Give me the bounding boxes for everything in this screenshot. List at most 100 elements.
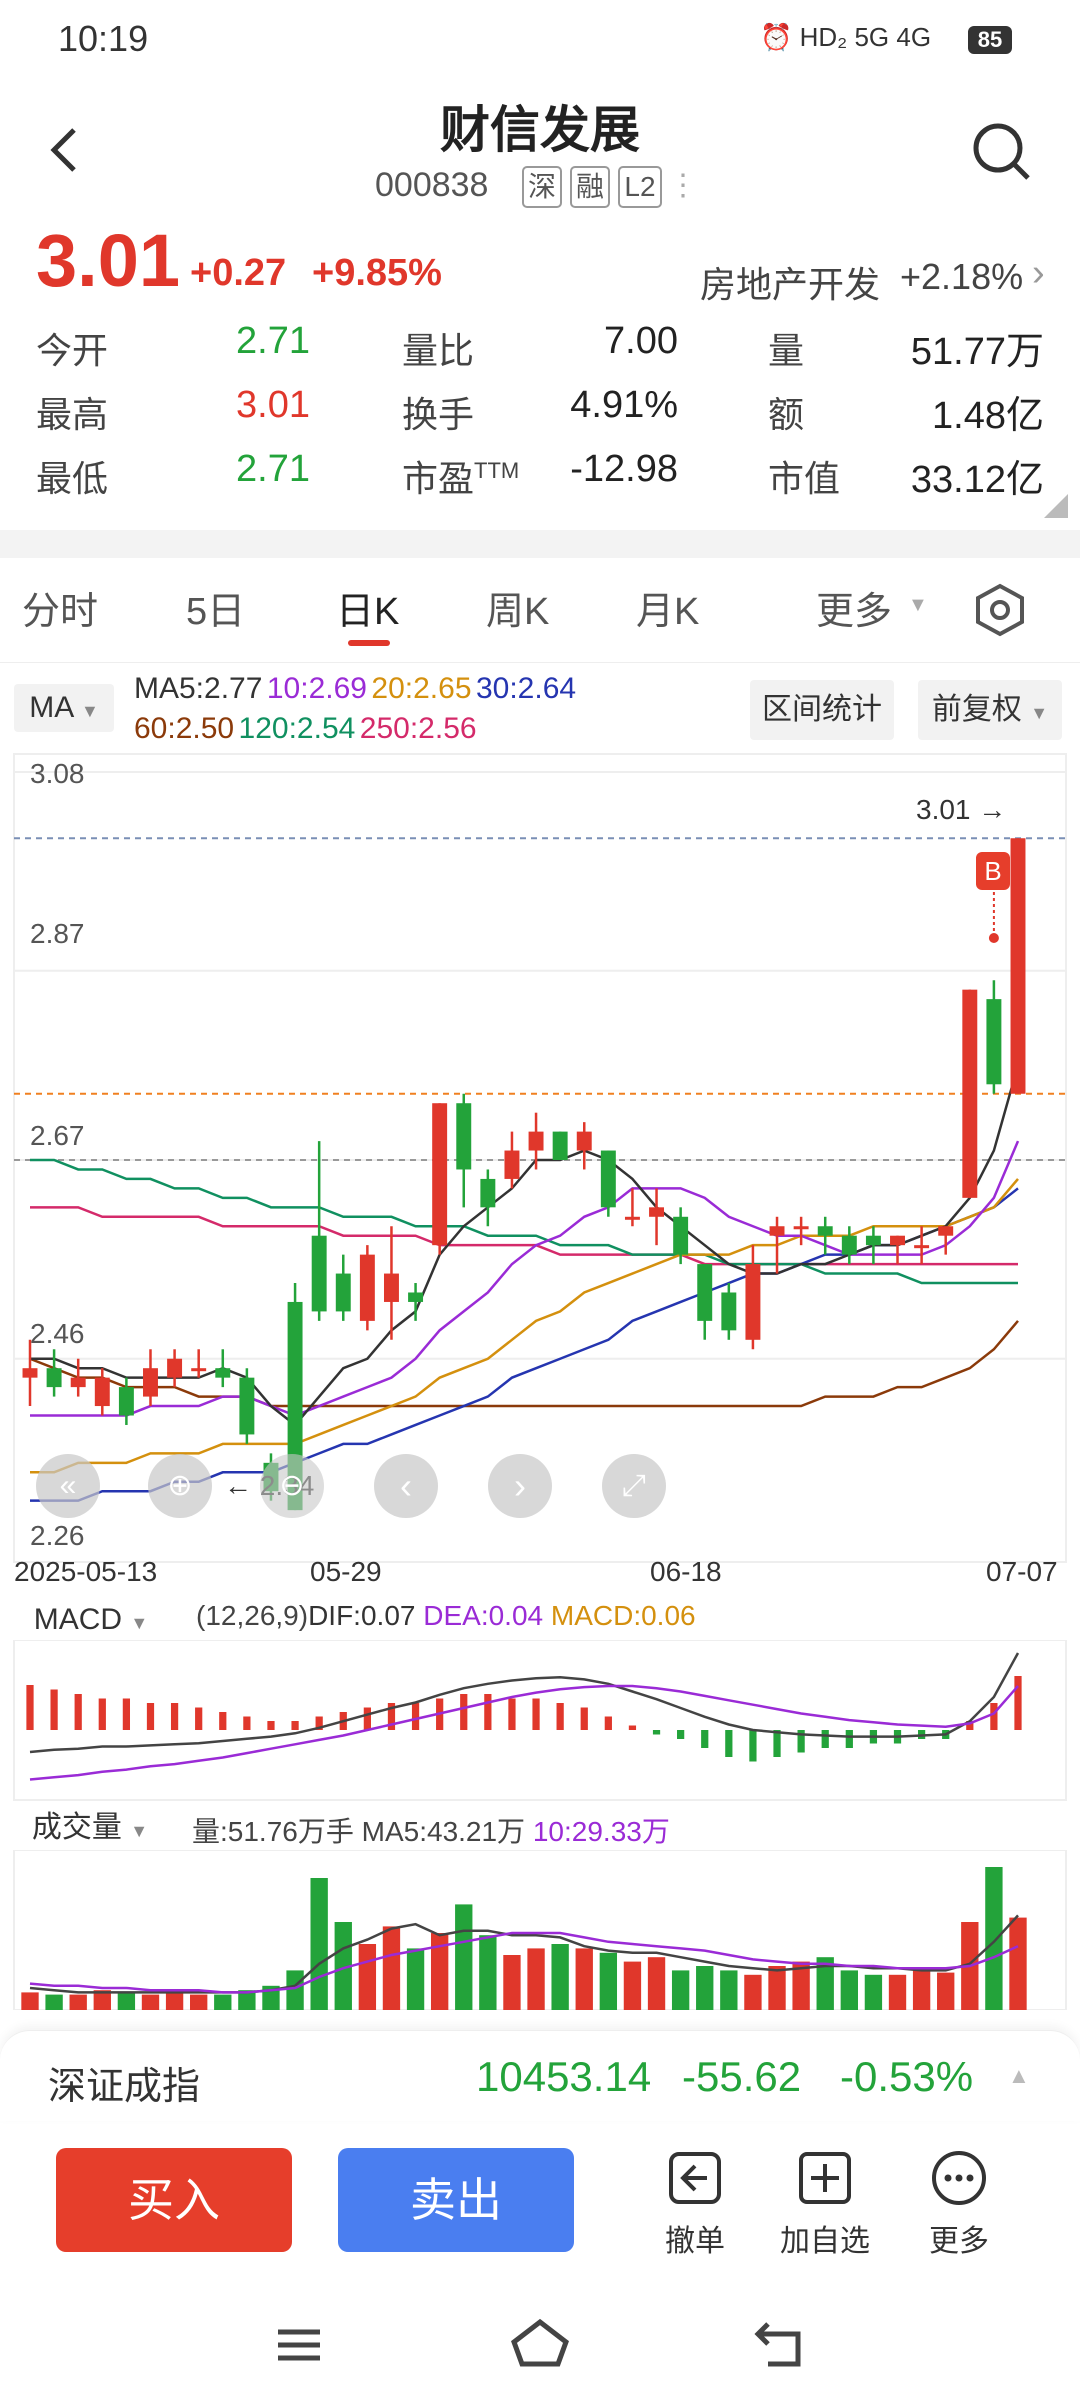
buy-signal-badge[interactable]: B <box>976 852 1010 890</box>
value-open: 2.71 <box>236 320 310 362</box>
value-amount: 1.48亿 <box>932 395 1044 437</box>
chart-frame <box>13 753 1067 1563</box>
zoom-in-icon[interactable]: ⊕ <box>148 1454 212 1518</box>
ma5-label: MA5:2.77 <box>134 672 263 705</box>
scroll-right-icon[interactable]: › <box>488 1454 552 1518</box>
candle-body <box>649 1207 665 1217</box>
tab-more[interactable]: 更多 <box>816 591 893 633</box>
macd-bar <box>387 1703 396 1730</box>
value-volume: 51.77万 <box>910 331 1044 373</box>
tab-divider <box>0 662 1080 663</box>
sell-button[interactable]: 卖出 <box>338 2148 574 2252</box>
settings-hexagon-icon[interactable] <box>972 582 1028 638</box>
tab-weekly-k[interactable]: 周K <box>486 591 550 633</box>
scroll-left-icon[interactable]: ‹ <box>374 1454 438 1518</box>
x-tick-label: 06-18 <box>650 1556 722 1587</box>
back-button[interactable] <box>40 120 90 180</box>
candle-body <box>480 1178 496 1208</box>
buy-button[interactable]: 买入 <box>56 2148 292 2252</box>
volume-bar <box>165 1992 184 2010</box>
more-actions-button[interactable]: 更多 <box>904 2148 1014 2260</box>
ma120-line <box>30 1158 1018 1285</box>
range-stats-button[interactable]: 区间统计 <box>750 680 894 740</box>
candle-body <box>576 1131 592 1151</box>
macd-bar <box>146 1703 155 1730</box>
volume-bar <box>141 1994 160 2010</box>
macd-bar <box>749 1730 757 1762</box>
macd-bar <box>411 1703 420 1730</box>
macd-bar <box>845 1730 853 1748</box>
x-tick-label: 05-29 <box>310 1556 382 1587</box>
volume-bar <box>214 1994 232 2010</box>
jump-start-icon[interactable]: « <box>36 1454 100 1518</box>
volume-bar <box>768 1966 786 2010</box>
volume-bar <box>406 1948 425 2010</box>
volume-chart <box>13 1850 1067 2010</box>
macd-bar <box>821 1730 829 1748</box>
macd-bar <box>1014 1676 1022 1730</box>
tab-intraday[interactable]: 分时 <box>22 591 99 633</box>
sector-link[interactable]: 房地产开发 +2.18% › <box>700 252 1060 305</box>
volume-bar <box>623 1961 642 2010</box>
value-pe-ttm: -12.98 <box>570 448 678 490</box>
caret-down-icon: ▼ <box>80 701 99 721</box>
zoom-out-icon[interactable]: ⊖ <box>260 1454 324 1518</box>
volume-bar <box>238 1990 256 2010</box>
more-dots-icon[interactable]: ⋮ <box>668 169 698 202</box>
ma10-label: 10:2.69 <box>266 672 367 705</box>
index-name: 深证成指 <box>48 2066 201 2108</box>
tab-5day[interactable]: 5日 <box>186 591 246 633</box>
expand-corner-icon[interactable] <box>1044 494 1068 518</box>
macd-bar <box>98 1698 106 1730</box>
label-market-cap: 市值 <box>768 458 841 499</box>
tab-monthly-k[interactable]: 月K <box>636 591 700 633</box>
volume-selector[interactable]: 成交量 ▼ <box>14 1804 166 1852</box>
cancel-order-label: 撤单 <box>665 2225 725 2258</box>
volume-bar <box>1009 1917 1027 2010</box>
macd-bar <box>628 1725 637 1730</box>
macd-selector[interactable]: MACD ▼ <box>14 1596 168 1644</box>
index-ticker-bar[interactable]: 深证成指 10453.14 -55.62 -0.53% ▲ <box>0 2030 1080 2121</box>
price-adjust-button[interactable]: 前复权 ▼ <box>918 680 1062 740</box>
candle-body <box>215 1368 231 1378</box>
undo-icon <box>669 2152 721 2204</box>
search-icon <box>973 123 1030 180</box>
macd-chart <box>13 1640 1067 1801</box>
cancel-order-button[interactable]: 撤单 <box>640 2148 750 2260</box>
volume-bar <box>864 1974 883 2010</box>
ma-selector[interactable]: MA ▼ <box>14 684 114 732</box>
macd-bar <box>604 1716 612 1730</box>
label-amount: 额 <box>768 394 805 435</box>
index-value: 10453.14 <box>476 2053 652 2100</box>
label-high: 最高 <box>36 394 109 435</box>
volume-bar <box>45 1994 63 2010</box>
candle-body <box>70 1377 86 1388</box>
menu-icon[interactable] <box>274 2320 324 2370</box>
volume-bar <box>840 1970 858 2010</box>
home-icon[interactable] <box>508 2316 572 2372</box>
search-button[interactable] <box>968 118 1034 184</box>
price-change: +0.27 <box>190 252 287 294</box>
tag-level2: L2 <box>618 166 662 208</box>
tab-daily-k[interactable]: 日K <box>336 591 400 633</box>
candle-body <box>793 1226 809 1230</box>
candlestick-chart[interactable] <box>0 750 1080 1590</box>
fullscreen-icon[interactable]: ⤢ <box>602 1454 666 1518</box>
volume-bar <box>527 1948 545 2010</box>
label-vol-ratio: 量比 <box>402 330 475 371</box>
volume-bar <box>671 1970 690 2010</box>
quote-grid: 今开 2.71 量比 7.00 量 51.77万 最高 3.01 换手 4.91… <box>0 316 1080 516</box>
candle-body <box>94 1377 110 1407</box>
add-watchlist-button[interactable]: 加自选 <box>770 2148 880 2260</box>
volume-ma10: 10:29.33万 <box>532 1816 670 1847</box>
candle-body <box>745 1264 761 1340</box>
candle-body <box>383 1273 399 1302</box>
volume-bar <box>117 1992 136 2010</box>
macd-bar <box>26 1685 34 1730</box>
volume-legend: 量:51.76万手 MA5:43.21万 10:29.33万 <box>192 1810 670 1850</box>
status-icons: ⏰ HD₂ 5G 4G <box>760 22 932 52</box>
volume-bar <box>888 1974 907 2010</box>
label-open: 今开 <box>36 330 109 371</box>
volume-bar <box>720 1970 738 2010</box>
back-nav-icon[interactable] <box>752 2318 808 2370</box>
